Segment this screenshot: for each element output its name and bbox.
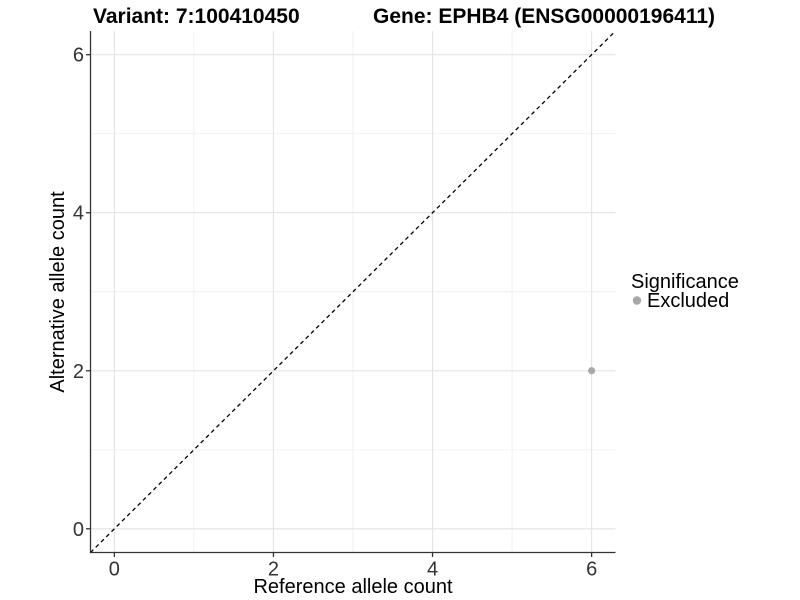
- x-axis-title: Reference allele count: [253, 576, 452, 598]
- legend-key-dot: [632, 296, 642, 305]
- chart-layer: 0 2 4 6 0 2 4 6: [73, 30, 616, 581]
- plot-title-gene: Gene: EPHB4 (ENSG00000196411): [373, 5, 715, 28]
- legend-title: Significance: [631, 271, 739, 293]
- y-axis-title: Alternative allele count: [47, 191, 69, 393]
- legend-item-label: Excluded: [647, 290, 729, 312]
- identity-line: [90, 30, 616, 553]
- x-tick-label: 2: [268, 559, 279, 581]
- data-point: [588, 367, 596, 375]
- y-tick-label: 2: [73, 361, 84, 383]
- plot-title-variant: Variant: 7:100410450: [93, 5, 300, 28]
- legend: Significance Excluded: [631, 271, 739, 312]
- y-tick-label: 0: [73, 519, 84, 541]
- y-tick-label: 6: [73, 45, 84, 67]
- y-tick-label: 4: [73, 203, 84, 225]
- x-tick-label: 0: [109, 559, 120, 581]
- x-tick-label: 4: [427, 559, 438, 581]
- x-tick-label: 6: [586, 559, 597, 581]
